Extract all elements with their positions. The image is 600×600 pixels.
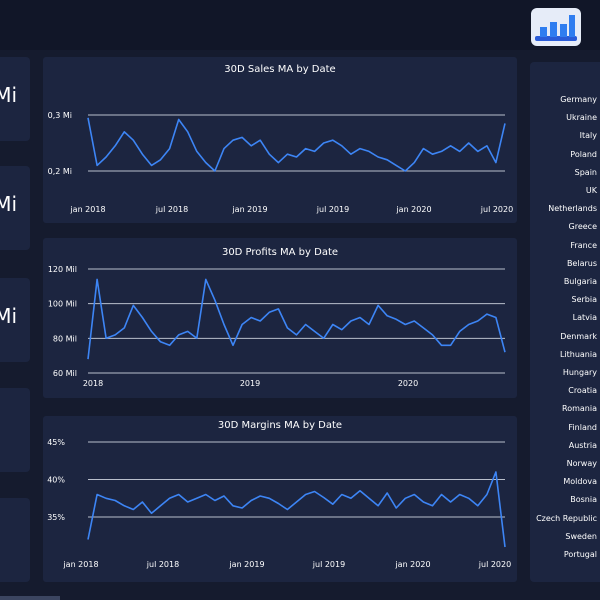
x-tick-label: jul 2018 [146, 560, 179, 569]
x-tick-label: jul 2019 [316, 205, 349, 214]
country-list: Germany Ukraine Italy Poland Spain UK Netherla… [530, 62, 600, 582]
x-tick-label: jul 2019 [312, 560, 345, 569]
x-tick-label: 2019 [240, 379, 260, 388]
country-item[interactable]: Germany [560, 95, 597, 104]
country-item[interactable]: Poland [570, 149, 597, 159]
country-item[interactable]: Spain [574, 167, 597, 177]
chart-title: 30D Sales MA by Date [224, 64, 336, 75]
y-tick-label: 45% [47, 438, 65, 447]
country-item[interactable]: France [570, 240, 597, 250]
x-tick-label: jan 2019 [231, 205, 267, 214]
profits-chart: 60 Mil 80 Mil 100 Mil 120 Mil 2018 2019 2020 [48, 265, 506, 388]
x-tick-label: jan 2018 [69, 205, 105, 214]
chart-title: 30D Profits MA by Date [221, 247, 339, 258]
y-tick-label: 80 Mil [53, 334, 77, 343]
x-tick-label: jan 2020 [395, 205, 431, 214]
country-item[interactable]: Ukraine [566, 113, 597, 123]
country-item[interactable]: Portugal [563, 550, 597, 559]
kpi-card-2: Mi [0, 166, 30, 250]
margins-chart: 35% 40% 45% jan 2018 jul 2018 jan 2019 jul 201… [47, 438, 511, 569]
country-item[interactable]: Croatia [568, 386, 597, 396]
kpi-card-3: Mi [0, 278, 30, 362]
kpi-value: Mi [0, 192, 17, 216]
y-tick-label: 40% [47, 476, 65, 485]
country-item[interactable]: Moldova [563, 477, 597, 487]
country-item[interactable]: Lithuania [559, 349, 597, 359]
kpi-card-1: Mi [0, 57, 30, 141]
country-item[interactable]: Finland [568, 422, 597, 432]
y-tick-label: 100 Mil [48, 300, 77, 309]
x-tick-label: jan 2020 [394, 560, 430, 569]
y-tick-label: 0,3 Mi [48, 111, 72, 120]
x-tick-label: 2020 [398, 379, 418, 388]
y-tick-label: 35% [47, 513, 65, 522]
country-item[interactable]: Austria [568, 440, 597, 450]
kpi-card-5 [0, 498, 30, 582]
country-item[interactable]: UK [585, 186, 597, 195]
country-item[interactable]: Bosnia [570, 495, 597, 505]
x-tick-label: jul 2020 [480, 205, 513, 214]
x-tick-label: 2018 [83, 379, 103, 388]
sales-chart-panel: 30D Sales MA by Date 0,2 Mi 0,3 Mi jan 201… [43, 57, 517, 223]
country-item[interactable]: Latvia [572, 313, 597, 323]
x-tick-label: jan 2018 [62, 560, 98, 569]
y-tick-label: 120 Mil [48, 265, 77, 274]
kpi-value: Mi [0, 83, 17, 107]
y-tick-label: 0,2 Mi [48, 167, 72, 176]
country-item[interactable]: Czech Republic [536, 513, 597, 523]
country-item[interactable]: Serbia [571, 295, 598, 305]
series-line [87, 471, 506, 548]
country-item[interactable]: Bulgaria [563, 277, 597, 286]
margins-chart-panel: 30D Margins MA by Date 35% 40% 45% jan 2018… [43, 416, 517, 582]
y-tick-label: 60 Mil [53, 369, 77, 378]
country-item[interactable]: Netherlands [548, 204, 597, 214]
country-item[interactable]: Denmark [560, 331, 597, 341]
x-tick-label: jul 2020 [478, 560, 511, 569]
x-tick-label: jul 2018 [155, 205, 188, 214]
country-item[interactable]: Sweden [565, 531, 597, 541]
country-item[interactable]: Greece [568, 222, 597, 232]
app-logo [531, 8, 581, 46]
scrollbar[interactable] [0, 596, 60, 600]
kpi-value: Mi [0, 304, 17, 328]
profits-chart-panel: 30D Profits MA by Date 60 Mil 80 Mil 100 M… [43, 238, 517, 398]
bar-chart-icon [535, 15, 577, 41]
country-item[interactable]: Hungary [562, 368, 597, 377]
series-line [87, 117, 506, 172]
top-bar [0, 0, 600, 50]
x-tick-label: jan 2019 [228, 560, 264, 569]
country-item[interactable]: Romania [562, 404, 597, 414]
country-item[interactable]: Belarus [566, 258, 597, 268]
sales-chart: 0,2 Mi 0,3 Mi jan 2018 jul 2018 jan 2019 jul … [48, 111, 514, 214]
country-item[interactable]: Norway [566, 459, 597, 468]
series-line [87, 278, 506, 360]
country-item[interactable]: Italy [579, 131, 597, 141]
kpi-card-4 [0, 388, 30, 472]
chart-title: 30D Margins MA by Date [217, 420, 343, 431]
